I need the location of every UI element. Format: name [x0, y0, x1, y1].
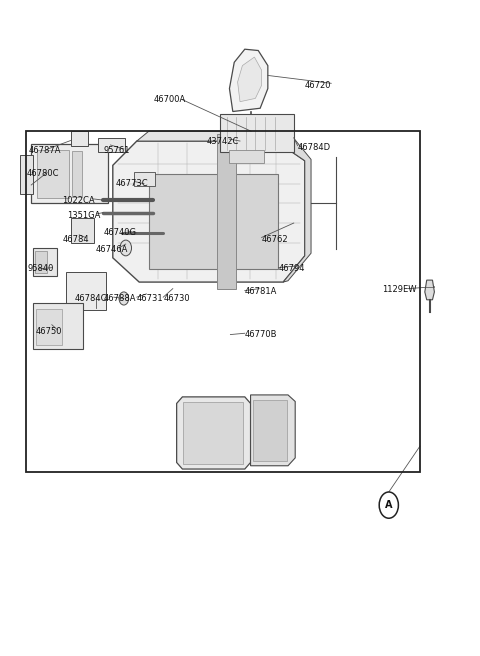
Bar	[33, 248, 57, 276]
Text: 46750: 46750	[36, 327, 62, 336]
Text: 95761: 95761	[103, 146, 130, 155]
Text: 46700A: 46700A	[154, 95, 186, 104]
Circle shape	[379, 492, 398, 518]
Text: 46731: 46731	[137, 294, 163, 303]
Bar	[71, 131, 88, 146]
Text: 46784: 46784	[62, 235, 89, 244]
Circle shape	[119, 292, 129, 305]
Text: 46762: 46762	[262, 235, 288, 244]
Bar	[71, 218, 94, 243]
Polygon shape	[276, 131, 311, 282]
Polygon shape	[113, 141, 305, 282]
Text: 1022CA: 1022CA	[62, 195, 95, 205]
Text: 46787A: 46787A	[29, 146, 61, 155]
Bar	[183, 402, 243, 464]
Text: 46746A: 46746A	[96, 245, 128, 254]
Text: 46740G: 46740G	[103, 228, 136, 237]
Bar	[134, 172, 155, 186]
Text: 46720: 46720	[305, 81, 331, 90]
Text: A: A	[385, 500, 393, 510]
Text: 46784C: 46784C	[74, 294, 107, 303]
Text: 46781A: 46781A	[245, 287, 277, 297]
Bar	[66, 272, 106, 310]
Polygon shape	[425, 280, 434, 300]
Text: 46730: 46730	[163, 294, 190, 303]
Bar	[31, 144, 108, 203]
Text: 46794: 46794	[278, 264, 305, 274]
Polygon shape	[238, 57, 262, 102]
Text: 95840: 95840	[28, 264, 54, 274]
Bar	[72, 151, 82, 197]
Bar	[98, 138, 125, 152]
Text: 46770B: 46770B	[245, 330, 277, 339]
Text: 46773C: 46773C	[115, 179, 148, 188]
Polygon shape	[177, 397, 251, 469]
Bar	[35, 251, 47, 273]
Bar	[20, 155, 33, 194]
Text: 1351GA: 1351GA	[67, 211, 101, 220]
Bar	[36, 309, 62, 345]
Bar	[229, 150, 264, 163]
Text: 46784D: 46784D	[298, 143, 331, 152]
Bar	[253, 400, 287, 461]
Polygon shape	[251, 395, 295, 466]
Bar	[220, 114, 294, 152]
Polygon shape	[229, 49, 268, 112]
Text: 46788A: 46788A	[103, 294, 136, 303]
Text: 46780C: 46780C	[26, 169, 59, 178]
Bar	[217, 134, 236, 289]
Circle shape	[120, 240, 132, 256]
Text: 43742C: 43742C	[206, 136, 239, 146]
Polygon shape	[137, 131, 288, 141]
Bar	[149, 174, 278, 269]
Bar	[26, 131, 420, 472]
Bar	[37, 150, 69, 198]
Text: 1129EW: 1129EW	[382, 285, 416, 295]
Bar	[33, 303, 83, 349]
